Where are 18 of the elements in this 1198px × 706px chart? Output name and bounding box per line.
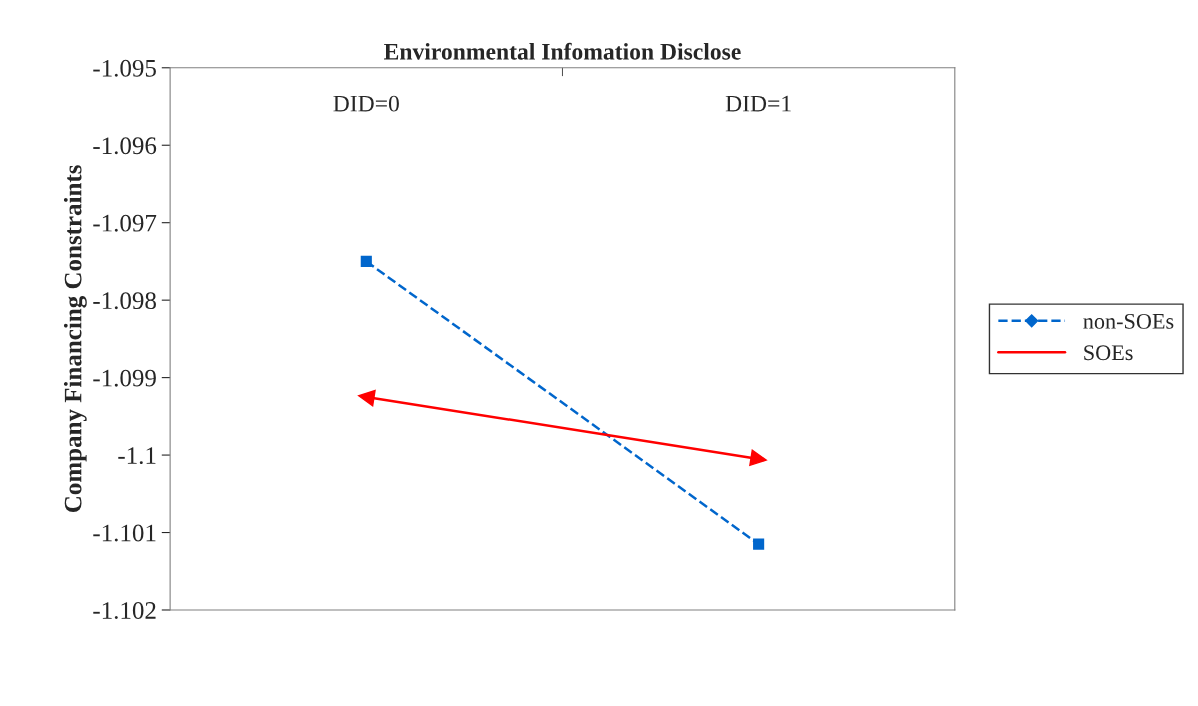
y-tick-label: -1.095 xyxy=(93,59,156,77)
point xyxy=(749,449,767,466)
y-tick-label: -1.097 xyxy=(93,214,157,232)
y-tick-label: -1.101 xyxy=(93,524,156,542)
y-tick-label: -1.102 xyxy=(93,602,156,620)
point xyxy=(360,255,372,267)
y-tick-label: -1.098 xyxy=(93,292,156,310)
x-tick-label: DID=0 xyxy=(333,95,399,112)
y-tick-label: -1.1 xyxy=(118,447,156,465)
y-tick-label: -1.099 xyxy=(93,369,156,387)
x-tick-label: DID=1 xyxy=(725,95,791,112)
point xyxy=(358,389,376,407)
y-tick-label: -1.096 xyxy=(93,137,157,155)
y-axis-title: Company Financing Constraints xyxy=(63,165,87,512)
legend-label: SOEs xyxy=(1084,345,1133,361)
point xyxy=(753,538,765,550)
chart-title: Environmental Infomation Disclose xyxy=(384,42,741,60)
legend-label: non-SOEs xyxy=(1083,313,1174,329)
